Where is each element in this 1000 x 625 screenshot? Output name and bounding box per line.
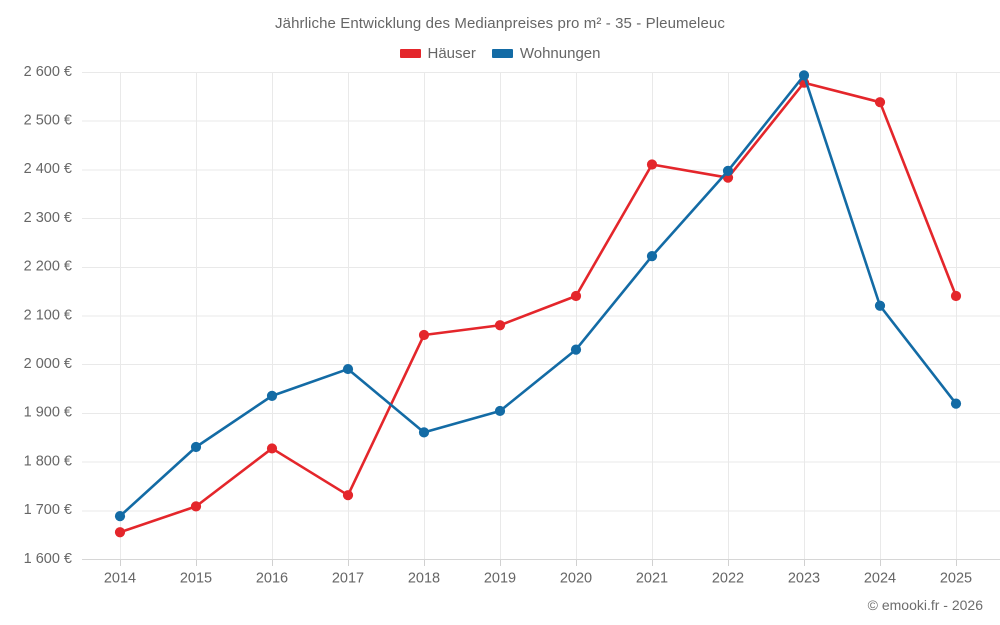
x-tick-label: 2019 <box>484 571 516 587</box>
data-point[interactable] <box>190 441 202 453</box>
y-tick-label: 2 000 € <box>24 356 72 372</box>
y-axis-tick-labels: 1 600 € 1 700 € 1 800 € 1 900 € 2 000 € 2 100… <box>24 64 72 567</box>
data-point[interactable] <box>646 250 658 262</box>
data-point[interactable] <box>722 165 734 176</box>
data-point[interactable] <box>874 300 886 311</box>
data-series <box>114 70 962 538</box>
x-tick-label: 2018 <box>408 571 440 587</box>
data-point[interactable] <box>570 290 582 302</box>
x-tick-label: 2022 <box>712 571 744 587</box>
data-point[interactable] <box>266 443 278 454</box>
data-point[interactable] <box>950 290 962 302</box>
gridlines <box>82 72 1000 560</box>
y-tick-label: 2 300 € <box>24 210 72 226</box>
data-point[interactable] <box>494 320 506 331</box>
data-point[interactable] <box>874 97 886 108</box>
x-tick-label: 2023 <box>788 571 820 587</box>
data-point[interactable] <box>418 427 430 438</box>
data-point[interactable] <box>494 405 506 417</box>
x-tick-label: 2024 <box>864 571 896 587</box>
data-point[interactable] <box>570 344 582 355</box>
x-tick-label: 2015 <box>180 571 212 587</box>
data-point[interactable] <box>646 159 658 170</box>
data-point[interactable] <box>342 490 354 501</box>
legend-item-wohnungen[interactable]: Wohnungen <box>491 45 601 62</box>
data-point[interactable] <box>950 398 962 409</box>
x-tick-label: 2017 <box>332 571 364 587</box>
data-point[interactable] <box>266 390 278 401</box>
x-tick-label: 2016 <box>256 571 288 587</box>
legend-item-hauser[interactable]: Häuser <box>399 45 476 62</box>
chart-legend: Häuser Wohnungen <box>0 45 1000 62</box>
footer-credit: © emooki.fr - 2026 <box>867 597 983 613</box>
data-point[interactable] <box>342 363 354 375</box>
legend-swatch-hauser <box>399 49 421 58</box>
data-point[interactable] <box>418 329 430 341</box>
y-tick-label: 2 200 € <box>24 259 72 275</box>
chart-title: Jährliche Entwicklung des Medianpreises … <box>275 15 725 32</box>
legend-label-hauser: Häuser <box>427 45 476 62</box>
x-tick-label: 2021 <box>636 571 668 587</box>
y-tick-label: 1 700 € <box>24 502 72 518</box>
data-point[interactable] <box>798 70 810 81</box>
x-tick-label: 2025 <box>940 571 972 587</box>
y-tick-label: 2 400 € <box>24 161 72 177</box>
y-tick-label: 1 600 € <box>24 551 72 567</box>
data-point[interactable] <box>114 511 126 522</box>
y-tick-label: 1 800 € <box>24 453 72 469</box>
y-tick-label: 1 900 € <box>24 405 72 421</box>
axes <box>82 559 1000 566</box>
data-point[interactable] <box>190 501 202 512</box>
x-axis-tick-labels: 2014 2015 2016 2017 2018 2019 2020 2021 2022 2023… <box>104 571 972 587</box>
x-tick-label: 2020 <box>560 571 592 587</box>
y-tick-label: 2 500 € <box>24 113 72 129</box>
legend-label-wohnungen: Wohnungen <box>519 45 601 62</box>
series-line-hauser <box>118 81 958 534</box>
x-tick-label: 2014 <box>104 571 136 587</box>
series-line-wohnungen <box>118 74 958 518</box>
legend-swatch-wohnungen <box>491 49 513 58</box>
data-point[interactable] <box>114 527 126 538</box>
y-tick-label: 2 600 € <box>24 64 72 80</box>
y-tick-label: 2 100 € <box>24 307 72 323</box>
